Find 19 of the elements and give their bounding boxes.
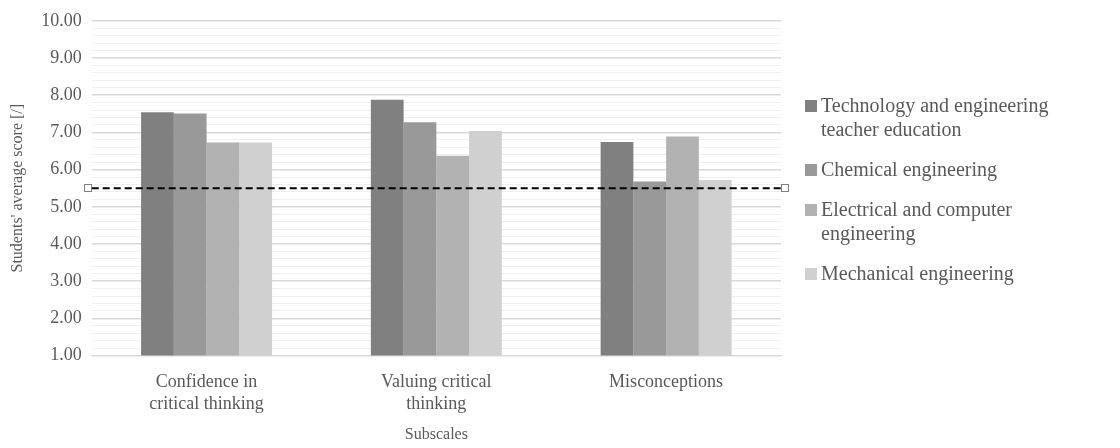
y-tick-label: 10.00 — [41, 9, 82, 30]
x-axis-title: Subscales — [404, 424, 468, 442]
legend-label: Mechanical engineering — [821, 261, 1014, 285]
y-tick-label: 5.00 — [50, 195, 82, 216]
x-tick-label: Valuing critical thinking — [381, 371, 492, 413]
y-tick-label: 8.00 — [50, 83, 82, 104]
x-tick-label: Confidence in critical thinking — [149, 371, 264, 413]
x-tick-label: Misconceptions — [609, 371, 724, 392]
y-axis-title: Students' average score [/] — [7, 103, 26, 273]
y-tick-label: 2.00 — [50, 307, 82, 328]
legend-label: Chemical engineering — [821, 157, 998, 181]
y-tick-label: 4.00 — [50, 232, 82, 253]
y-tick-label: 3.00 — [50, 269, 82, 290]
y-tick-label: 6.00 — [50, 158, 82, 179]
y-tick-label: 9.00 — [50, 46, 82, 67]
y-tick-label: 1.00 — [50, 344, 82, 365]
legend-label: Electrical and computer engineering — [821, 197, 1013, 245]
legend-label: Technology and engineering teacher education — [821, 93, 1050, 141]
y-tick-label: 7.00 — [50, 121, 82, 142]
